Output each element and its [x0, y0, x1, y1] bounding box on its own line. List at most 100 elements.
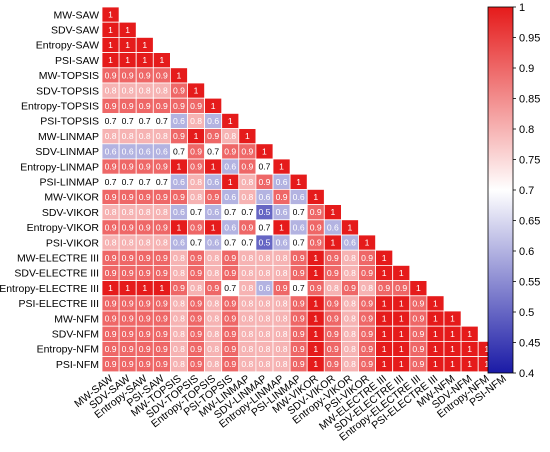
colorbar-tick-label: 0.45 [519, 338, 540, 350]
cell-value-label: 1 [467, 344, 472, 354]
cell-value-label: 0.8 [241, 268, 253, 278]
cell-value-label: 1 [262, 146, 267, 156]
cell-value-label: 1 [125, 283, 130, 293]
cell-value-label: 0.6 [327, 222, 339, 232]
cell-value-label: 0.6 [122, 146, 134, 156]
cell-value-label: 1 [194, 131, 199, 141]
cell-value-label: 0.9 [190, 222, 202, 232]
cell-value-label: 0.9 [327, 298, 339, 308]
cell-value-label: 0.8 [139, 238, 151, 248]
cell-value-label: 0.8 [258, 268, 270, 278]
row-label: SDV-NFM [52, 329, 99, 341]
cell-value-label: 0.9 [105, 253, 117, 263]
cell-value-label: 0.9 [361, 359, 373, 369]
cell-value-label: 0.9 [207, 283, 219, 293]
cell-value-label: 0.9 [122, 329, 134, 339]
cell-value-label: 0.8 [344, 344, 356, 354]
cell-value-label: 1 [382, 314, 387, 324]
cell-value-label: 0.8 [344, 268, 356, 278]
cell-value-label: 0.8 [156, 207, 168, 217]
cell-value-label: 0.9 [156, 268, 168, 278]
row-label: MW-NFM [54, 313, 99, 325]
cell-value-label: 0.7 [122, 116, 134, 126]
cell-value-label: 0.9 [156, 192, 168, 202]
cell-value-label: 0.8 [276, 344, 288, 354]
cell-value-label: 1 [279, 162, 284, 172]
cell-value-label: 1 [382, 268, 387, 278]
row-label: MW-LINMAP [38, 131, 99, 143]
cell-value-label: 0.9 [190, 329, 202, 339]
cell-value-label: 0.9 [276, 283, 288, 293]
cell-value-label: 0.6 [139, 146, 151, 156]
cell-value-label: 0.9 [139, 314, 151, 324]
cell-value-label: 0.8 [241, 192, 253, 202]
cell-value-label: 0.9 [190, 314, 202, 324]
row-label: SDV-VIKOR [42, 207, 100, 219]
row-label: Entropy-LINMAP [20, 161, 99, 173]
row-label: Entropy-SAW [36, 40, 99, 52]
cell-value-label: 1 [433, 314, 438, 324]
cell-value-label: 1 [125, 25, 130, 35]
cell-value-label: 0.9 [190, 162, 202, 172]
cell-value-label: 0.7 [224, 238, 236, 248]
cell-value-label: 0.9 [361, 344, 373, 354]
cell-value-label: 0.8 [344, 314, 356, 324]
cell-value-label: 0.8 [241, 314, 253, 324]
cell-value-label: 0.7 [122, 177, 134, 187]
cell-value-label: 0.9 [310, 207, 322, 217]
row-label: PSI-VIKOR [46, 237, 100, 249]
cell-value-label: 0.9 [327, 344, 339, 354]
column-labels: MW-SAWSDV-SAWEntropy-SAWPSI-SAWMW-TOPSIS… [72, 372, 509, 443]
cell-value-label: 1 [467, 359, 472, 369]
cell-value-label: 1 [399, 314, 404, 324]
cell-value-label: 0.7 [258, 162, 270, 172]
cell-value-label: 0.9 [190, 146, 202, 156]
cell-value-label: 0.8 [190, 283, 202, 293]
cell-value-label: 0.9 [293, 298, 305, 308]
cell-value-label: 0.9 [361, 314, 373, 324]
cell-value-label: 0.8 [156, 86, 168, 96]
cell-value-label: 1 [382, 298, 387, 308]
cell-value-label: 0.9 [122, 344, 134, 354]
cell-value-label: 1 [313, 298, 318, 308]
cell-value-label: 0.7 [258, 222, 270, 232]
cell-value-label: 0.9 [327, 268, 339, 278]
cell-value-label: 0.8 [156, 131, 168, 141]
cell-value-label: 0.9 [293, 329, 305, 339]
cell-value-label: 1 [142, 40, 147, 50]
cell-value-label: 1 [159, 55, 164, 65]
cell-value-label: 0.8 [105, 207, 117, 217]
colorbar-tick-label: 0.75 [519, 155, 540, 167]
cell-value-label: 0.8 [190, 116, 202, 126]
cell-value-label: 1 [108, 10, 113, 20]
cell-value-label: 0.6 [207, 207, 219, 217]
cell-value-label: 1 [125, 40, 130, 50]
cell-value-label: 0.8 [139, 207, 151, 217]
cell-value-label: 0.9 [327, 329, 339, 339]
cell-value-label: 0.8 [122, 131, 134, 141]
cell-value-label: 0.6 [224, 162, 236, 172]
cell-value-label: 1 [484, 344, 489, 354]
cell-value-label: 0.8 [276, 268, 288, 278]
colorbar-tick-label: 0.7 [519, 185, 534, 197]
cell-value-label: 0.6 [173, 238, 185, 248]
cell-value-label: 0.6 [276, 177, 288, 187]
colorbar-tick-label: 0.6 [519, 246, 534, 258]
cell-value-label: 0.9 [412, 359, 424, 369]
cell-value-label: 1 [467, 329, 472, 339]
cell-value-label: 0.9 [139, 162, 151, 172]
cell-value-label: 1 [330, 207, 335, 217]
cell-value-label: 0.9 [139, 222, 151, 232]
cell-value-label: 0.9 [122, 192, 134, 202]
cell-value-label: 1 [228, 177, 233, 187]
cell-value-label: 0.7 [156, 116, 168, 126]
cell-value-label: 1 [108, 40, 113, 50]
cell-value-label: 0.9 [173, 101, 185, 111]
cell-value-label: 0.6 [173, 116, 185, 126]
cell-value-label: 0.8 [258, 329, 270, 339]
cell-value-label: 1 [108, 283, 113, 293]
cell-value-label: 0.9 [156, 253, 168, 263]
cell-value-label: 0.6 [344, 238, 356, 248]
row-label: Entropy-NFM [37, 344, 99, 356]
